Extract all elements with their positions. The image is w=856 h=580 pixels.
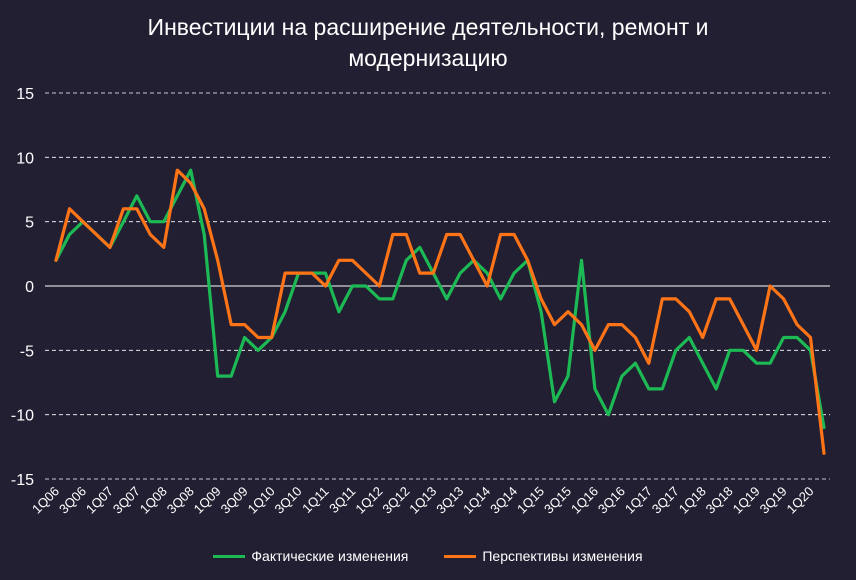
series-line-outlook [54, 168, 826, 455]
x-tick-label: 1Q11 [299, 484, 331, 516]
y-tick-label: -5 [20, 343, 34, 360]
x-tick-label: 1Q10 [245, 484, 278, 517]
x-tick-label: 1Q07 [83, 484, 116, 517]
series-lines [54, 168, 826, 455]
legend-swatch-outlook [444, 554, 477, 558]
x-tick-label: 3Q15 [541, 484, 574, 517]
chart-title-line-1: Инвестиции на расширение деятельности, р… [147, 14, 709, 40]
legend-item-actual: Фактические изменения [213, 548, 408, 564]
x-tick-label: 1Q20 [784, 484, 817, 517]
x-tick-label: 1Q13 [406, 484, 439, 517]
x-tick-label: 3Q17 [649, 484, 682, 517]
chart-title: Инвестиции на расширение деятельности, р… [0, 12, 856, 74]
y-tick-label: 5 [25, 215, 34, 232]
x-tick-label: 3Q08 [164, 484, 197, 517]
x-tick-label: 1Q18 [676, 484, 709, 517]
legend-label-actual: Фактические изменения [251, 548, 409, 564]
x-tick-label: 1Q12 [352, 484, 385, 517]
x-tick-label: 3Q19 [757, 484, 790, 517]
x-tick-label: 1Q08 [137, 484, 170, 517]
y-axis: 15 10 5 0 -5 -10 -15 [11, 86, 34, 489]
x-tick-label: 3Q18 [703, 484, 736, 517]
x-tick-label: 3Q09 [218, 484, 251, 517]
x-tick-label: 3Q06 [56, 484, 89, 517]
y-tick-label: 15 [16, 86, 34, 103]
grid [45, 92, 830, 480]
x-tick-label: 3Q16 [595, 484, 628, 517]
legend: Фактические изменения Перспективы измене… [0, 548, 856, 564]
y-tick-label: -15 [11, 472, 34, 489]
y-tick-label: -10 [11, 408, 34, 425]
x-axis: 1Q063Q061Q073Q071Q083Q081Q093Q091Q103Q10… [29, 484, 817, 517]
x-tick-label: 1Q14 [460, 484, 493, 517]
x-tick-label: 1Q19 [730, 484, 763, 517]
legend-swatch-actual [213, 554, 246, 558]
legend-item-outlook: Перспективы изменения [444, 548, 643, 564]
x-tick-label: 3Q10 [272, 484, 305, 517]
legend-label-outlook: Перспективы изменения [482, 548, 643, 564]
x-tick-label: 1Q17 [622, 484, 655, 517]
chart-title-line-2: модернизацию [348, 45, 508, 71]
x-tick-label: 3Q11 [326, 484, 358, 516]
x-tick-label: 3Q14 [487, 484, 520, 517]
x-tick-label: 3Q13 [433, 484, 466, 517]
y-tick-label: 0 [25, 279, 34, 296]
y-tick-label: 10 [16, 150, 34, 167]
series-line-actual [54, 168, 826, 430]
x-tick-label: 3Q07 [110, 484, 143, 517]
x-tick-label: 3Q12 [379, 484, 412, 517]
x-tick-label: 1Q16 [568, 484, 601, 517]
x-tick-label: 1Q09 [191, 484, 224, 517]
x-tick-label: 1Q15 [514, 484, 547, 517]
